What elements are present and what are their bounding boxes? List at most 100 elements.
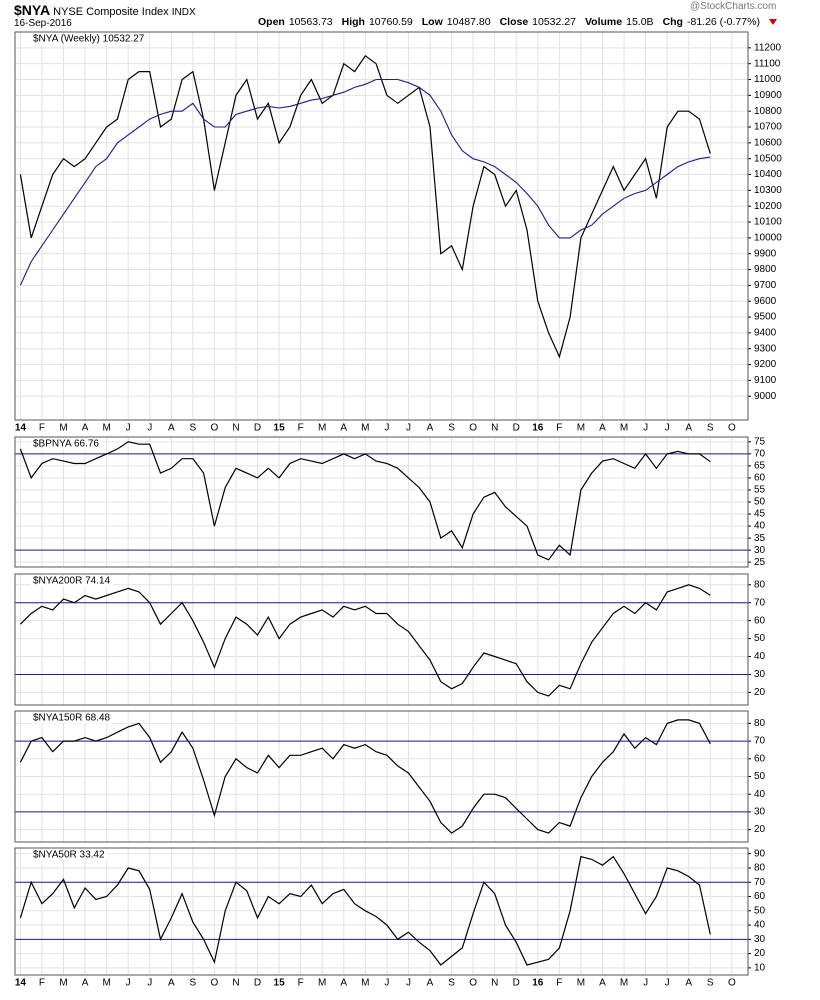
y-tick-label: 10300 <box>754 185 782 196</box>
x-tick-label: A <box>168 423 175 434</box>
panel-border <box>14 710 749 843</box>
x-tick-label: M <box>318 978 326 989</box>
x-tick-label: S <box>448 423 455 434</box>
date: 16-Sep-2016 <box>14 18 72 29</box>
x-tick-label: M <box>361 423 369 434</box>
x-tick-label: A <box>82 978 89 989</box>
x-tick-label: A <box>685 423 692 434</box>
x-tick-label: N <box>232 978 239 989</box>
stat-value: 10487.80 <box>446 16 491 28</box>
series-line <box>19 78 711 286</box>
x-tick-label: N <box>491 423 498 434</box>
y-tick-label: 20 <box>754 687 766 698</box>
y-tick-label: 40 <box>754 651 766 662</box>
header-left: $NYA NYSE Composite Index INDX <box>14 2 196 18</box>
panel-border <box>14 573 749 706</box>
x-tick-label: S <box>707 423 714 434</box>
x-tick-label: F <box>298 423 304 434</box>
x-tick-label: M <box>59 978 67 989</box>
x-tick-label: S <box>448 978 455 989</box>
x-tick-label: O <box>728 978 736 989</box>
panel-title: $NYA200R 74.14 <box>33 576 111 587</box>
series-line <box>19 54 711 359</box>
y-tick-label: 80 <box>754 718 766 729</box>
x-tick-label: M <box>102 423 110 434</box>
panel-title: $NYA150R 68.48 <box>33 713 111 724</box>
stat-label: Chg <box>662 16 683 28</box>
x-tick-label: S <box>707 978 714 989</box>
x-tick-label: S <box>190 978 197 989</box>
stat-value: -81.26 (-0.77%) <box>686 16 760 28</box>
x-tick-label: J <box>126 423 131 434</box>
panel-border <box>14 31 749 421</box>
x-tick-label: A <box>340 978 347 989</box>
y-tick-label: 10 <box>754 963 766 974</box>
panel-title: $NYA (Weekly) 10532.27 <box>33 34 145 45</box>
y-tick-label: 70 <box>754 597 766 608</box>
x-tick-label: F <box>556 423 562 434</box>
x-tick-label: N <box>491 978 498 989</box>
x-tick-label: F <box>556 978 562 989</box>
x-tick-label: J <box>665 423 670 434</box>
y-tick-label: 10400 <box>754 169 782 180</box>
y-tick-label: 9600 <box>754 296 777 307</box>
y-tick-label: 40 <box>754 920 766 931</box>
y-tick-label: 90 <box>754 848 766 859</box>
x-tick-label: D <box>513 423 520 434</box>
x-tick-label: D <box>254 978 261 989</box>
series-line <box>19 584 711 697</box>
y-tick-label: 60 <box>754 753 766 764</box>
x-tick-label: A <box>599 423 606 434</box>
y-tick-label: 50 <box>754 771 766 782</box>
x-tick-label: J <box>384 978 389 989</box>
y-tick-label: 9500 <box>754 312 777 323</box>
x-tick-label: O <box>211 978 219 989</box>
x-tick-label: J <box>643 978 648 989</box>
credit: @StockCharts.com <box>690 1 777 12</box>
y-tick-label: 9900 <box>754 248 777 259</box>
y-tick-label: 10500 <box>754 153 782 164</box>
stat-value: 10563.73 <box>288 16 333 28</box>
x-tick-label: J <box>406 978 411 989</box>
y-tick-label: 40 <box>754 789 766 800</box>
y-tick-label: 9400 <box>754 328 777 339</box>
panel-border <box>14 847 749 976</box>
panel-title-bg <box>31 575 113 587</box>
y-tick-label: 9700 <box>754 280 777 291</box>
x-tick-label: J <box>384 423 389 434</box>
x-tick-label: O <box>469 978 477 989</box>
x-tick-label: F <box>298 978 304 989</box>
x-tick-label: A <box>82 423 89 434</box>
x-tick-label: O <box>728 423 736 434</box>
panel-title-bg <box>31 849 107 861</box>
y-tick-label: 35 <box>754 533 766 544</box>
y-tick-label: 30 <box>754 545 766 556</box>
y-tick-label: 50 <box>754 905 766 916</box>
y-tick-label: 9100 <box>754 375 777 386</box>
y-tick-label: 25 <box>754 557 766 568</box>
x-tick-label: A <box>427 423 434 434</box>
y-tick-label: 10700 <box>754 122 782 133</box>
stat-value: 10532.27 <box>532 16 576 28</box>
x-tick-label: J <box>147 423 152 434</box>
stat-label: Close <box>499 16 529 28</box>
y-tick-label: 10900 <box>754 90 782 101</box>
x-tick-label: M <box>577 978 585 989</box>
y-tick-label: 30 <box>754 669 766 680</box>
x-tick-label: 16 <box>532 423 544 434</box>
y-tick-label: 10200 <box>754 201 782 212</box>
x-tick-label: D <box>513 978 520 989</box>
x-tick-label: M <box>620 423 628 434</box>
series-line <box>19 441 711 561</box>
down-arrow <box>768 19 777 25</box>
y-tick-label: 10600 <box>754 137 782 148</box>
stat-label: Volume <box>584 16 623 28</box>
y-tick-label: 9200 <box>754 359 777 370</box>
x-tick-label: J <box>147 978 152 989</box>
x-tick-label: 14 <box>15 978 27 989</box>
x-tick-label: 16 <box>532 978 544 989</box>
y-tick-label: 10100 <box>754 217 782 228</box>
panel-title-bg <box>31 438 102 450</box>
x-tick-label: A <box>599 978 606 989</box>
